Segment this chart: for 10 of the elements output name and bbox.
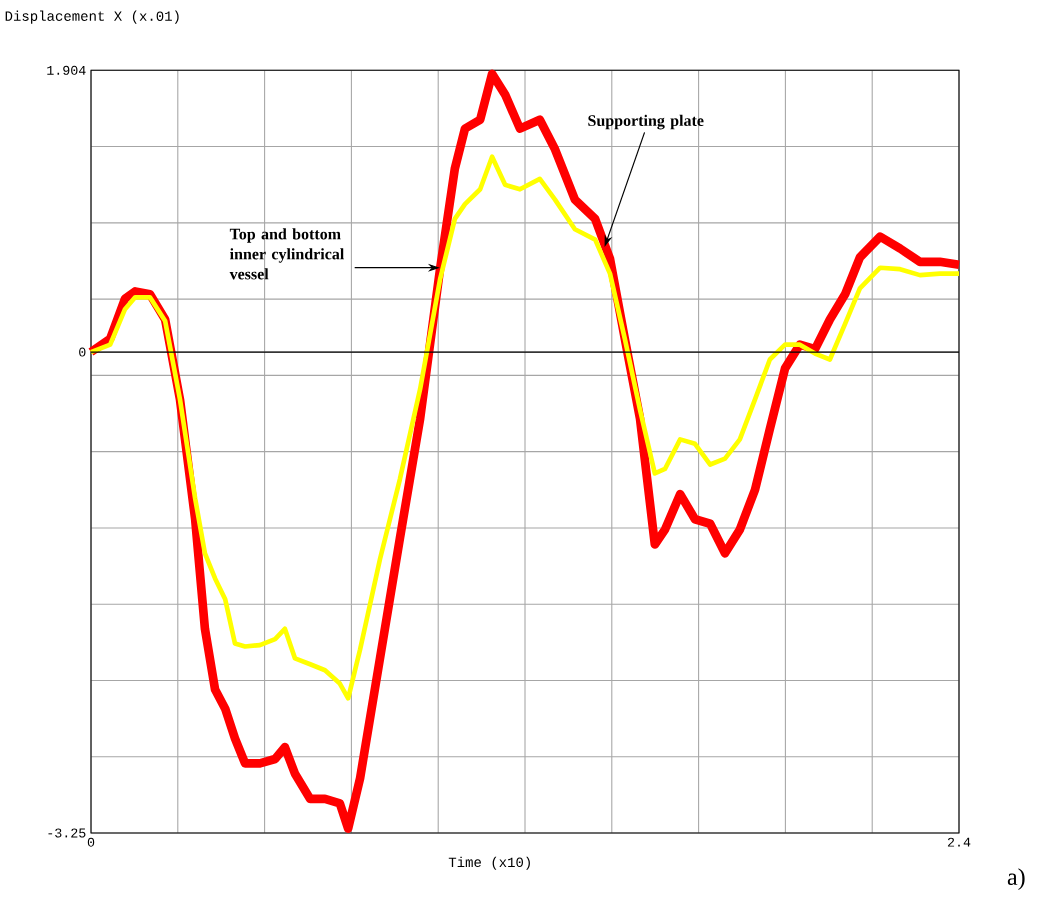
line-series: [88, 154, 962, 701]
x-tick-label: 2.4: [947, 837, 971, 847]
y-tick-label: 1.904: [47, 65, 86, 75]
text: a): [1007, 868, 1025, 890]
annotation: Top and bottom inner cylindrical vessel: [229, 228, 344, 280]
x-axis-title: Time (x10): [448, 856, 530, 870]
annotation: Supporting plate: [588, 114, 704, 130]
y-axis-title: Displacement X (x.01): [5, 10, 179, 24]
y-tick-label: -3.25: [48, 828, 86, 838]
y-tick-label: 0: [79, 347, 86, 357]
